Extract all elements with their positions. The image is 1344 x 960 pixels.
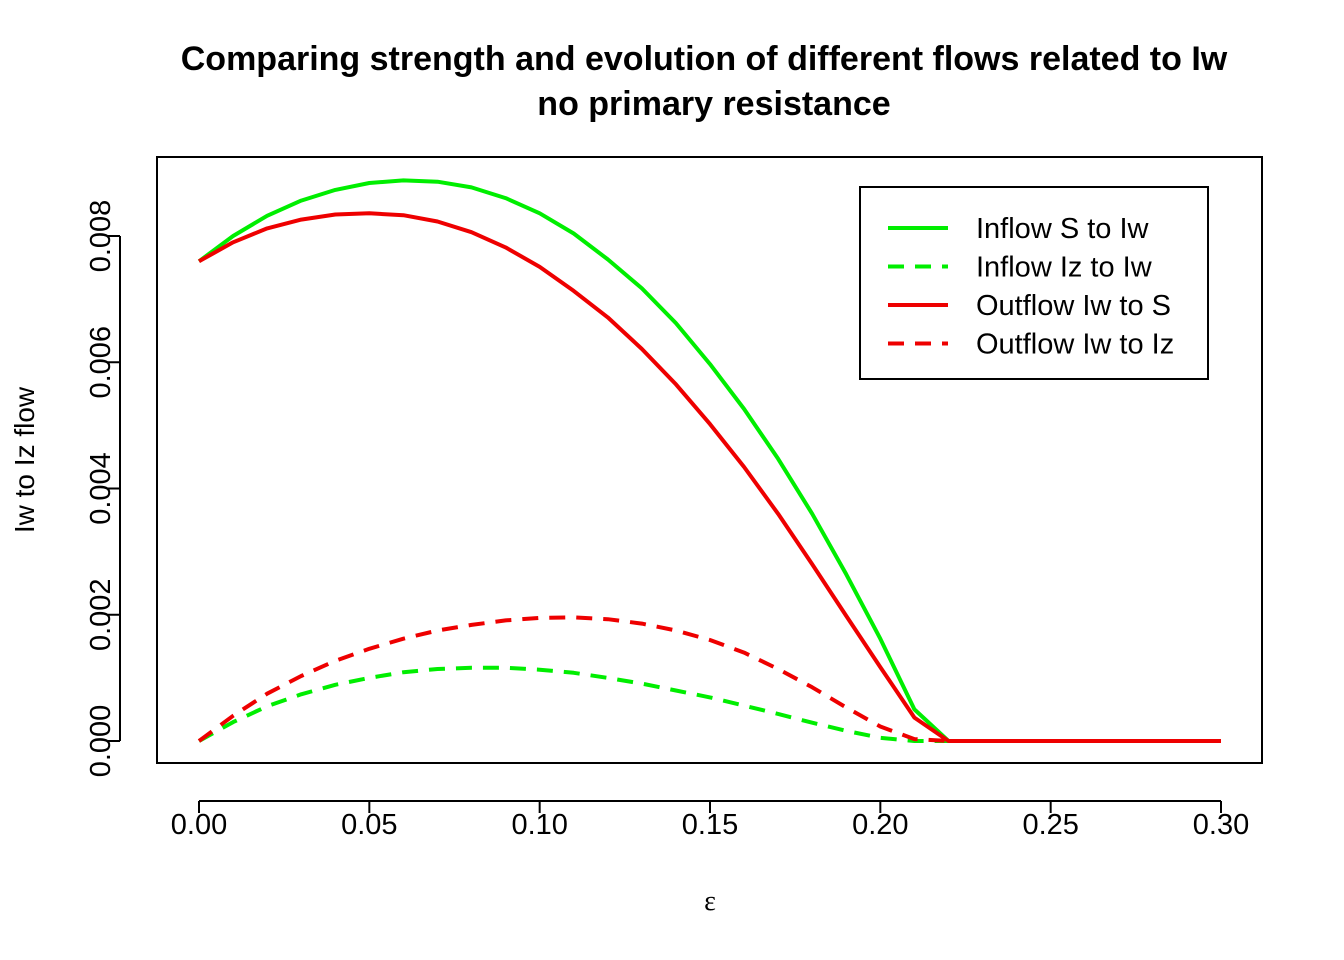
x-axis: 0.00 0.05 0.10 0.15 0.20 0.25 0.30 <box>171 800 1249 841</box>
y-tick-label: 0.000 <box>85 705 117 778</box>
x-tick-label: 0.15 <box>682 809 738 841</box>
legend: Inflow S to Iw Inflow Iz to Iw Outflow Iw … <box>859 186 1209 380</box>
y-tick-label: 0.004 <box>85 452 117 525</box>
x-axis-label: ε <box>704 886 716 917</box>
x-tick-label: 0.20 <box>852 809 908 841</box>
y-axis-label: Iw to Iz flow <box>9 386 40 533</box>
legend-label: Inflow S to Iw <box>976 213 1150 245</box>
legend-label: Outflow Iw to Iz <box>976 329 1174 361</box>
series-line-outflow-iw-to-iz <box>197 615 1221 743</box>
y-tick-label: 0.006 <box>85 326 117 399</box>
x-tick-label: 0.25 <box>1022 809 1078 841</box>
y-tick-label: 0.002 <box>85 578 117 651</box>
plot-frame <box>156 156 1263 764</box>
series-line-inflow-iz-to-iw <box>198 665 1221 743</box>
x-tick-label: 0.30 <box>1193 809 1249 841</box>
legend-label: Outflow Iw to S <box>976 290 1171 322</box>
chart-subtitle: no primary resistance <box>537 85 890 123</box>
series-layer <box>197 178 1221 743</box>
legend-label: Inflow Iz to Iw <box>976 252 1153 284</box>
legend-box <box>859 186 1209 380</box>
x-tick-label: 0.10 <box>511 809 567 841</box>
y-tick-label: 0.008 <box>85 200 117 273</box>
x-tick-label: 0.00 <box>171 809 227 841</box>
x-tick-label: 0.05 <box>341 809 397 841</box>
chart-title: Comparing strength and evolution of diff… <box>181 40 1228 78</box>
y-axis: 0.000 0.002 0.004 0.006 0.008 <box>85 200 121 778</box>
